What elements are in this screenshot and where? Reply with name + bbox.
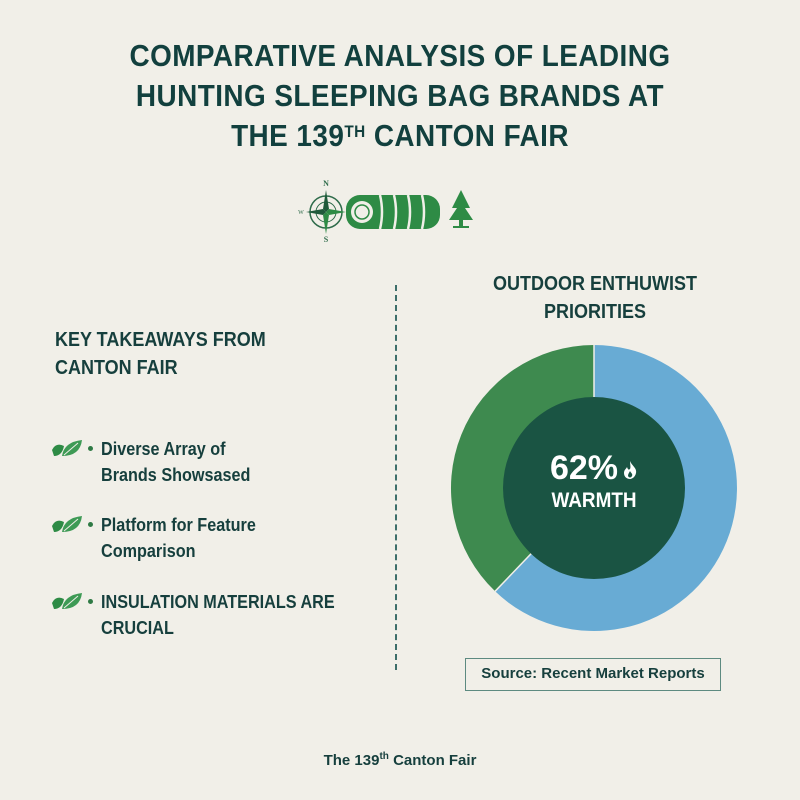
leaf-icon [52,440,82,456]
donut-center [503,397,685,579]
sleeping-bag-icon [346,194,440,230]
title-line-3: THE 139TH CANTON FAIR [231,118,569,153]
takeaway-item: Platform for Feature Comparison [50,512,361,564]
leaf-icon [52,593,82,609]
header-icon-row: N S W [296,176,486,246]
priorities-donut-chart [450,345,737,631]
donut-center-label: 62% WARMTH [504,448,684,514]
page-title: COMPARATIVE ANALYSIS OF LEADING HUNTING … [40,36,760,156]
pine-tree-icon [449,190,473,228]
bullet-dot [88,599,93,604]
footer-text: The 139th Canton Fair [323,751,477,769]
priorities-heading: OUTDOOR ENTHUWIST PRIORITIES [493,273,697,323]
title-line-2: HUNTING SLEEPING BAG BRANDS AT [135,78,665,113]
svg-text:N: N [323,179,329,188]
section-divider [395,285,397,670]
bullet-dot [88,446,93,451]
title-line-1: COMPARATIVE ANALYSIS OF LEADING [129,38,671,73]
warmth-label: WARMTH [551,489,637,512]
compass-icon: N S W [298,179,346,244]
flame-icon [624,461,637,480]
svg-text:S: S [324,235,329,244]
warmth-percentage: 62% [549,449,619,487]
leaf-icon [52,516,82,532]
key-takeaways-heading: KEY TAKEAWAYS FROM CANTON FAIR [55,329,266,379]
takeaway-item: INSULATION MATERIALS ARE CRUCIAL [50,589,361,641]
takeaway-item: Diverse Array of Brands Showsased [50,436,361,488]
svg-text:W: W [298,210,304,216]
bullet-dot [88,522,93,527]
source-box: Source: Recent Market Reports [465,658,721,691]
